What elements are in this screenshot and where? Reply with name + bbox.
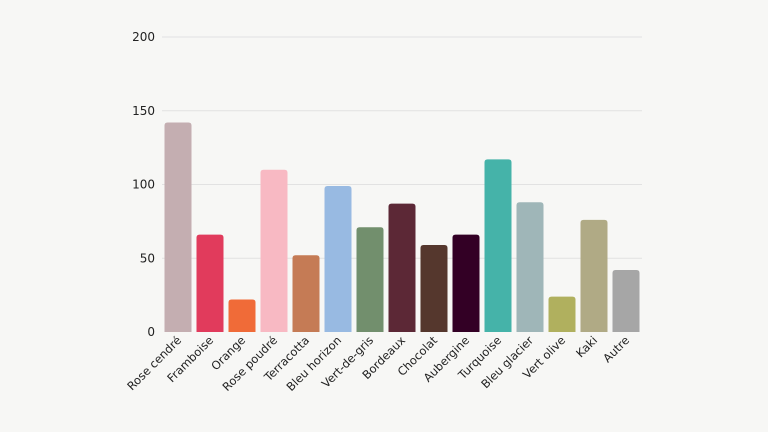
bar [356,227,384,332]
bar [388,203,416,332]
x-tick-label: Kaki [573,333,600,360]
x-tick-label: Autre [600,333,632,365]
bar [548,296,576,332]
bars [164,122,640,332]
y-tick-label: 50 [140,251,155,265]
y-axis-ticks: 0 50 100 150 200 [132,30,155,339]
y-tick-label: 100 [132,178,155,192]
bar [260,169,288,332]
bar [228,299,256,332]
y-tick-label: 0 [147,325,155,339]
bar [420,244,448,332]
y-tick-label: 150 [132,104,155,118]
bar [292,255,320,332]
bar [324,185,352,332]
bar [164,122,192,332]
bar [580,219,608,332]
bar [484,159,512,332]
bar [516,202,544,332]
bar [196,234,224,332]
y-tick-label: 200 [132,30,155,44]
bar [452,234,480,332]
bar [612,270,640,332]
